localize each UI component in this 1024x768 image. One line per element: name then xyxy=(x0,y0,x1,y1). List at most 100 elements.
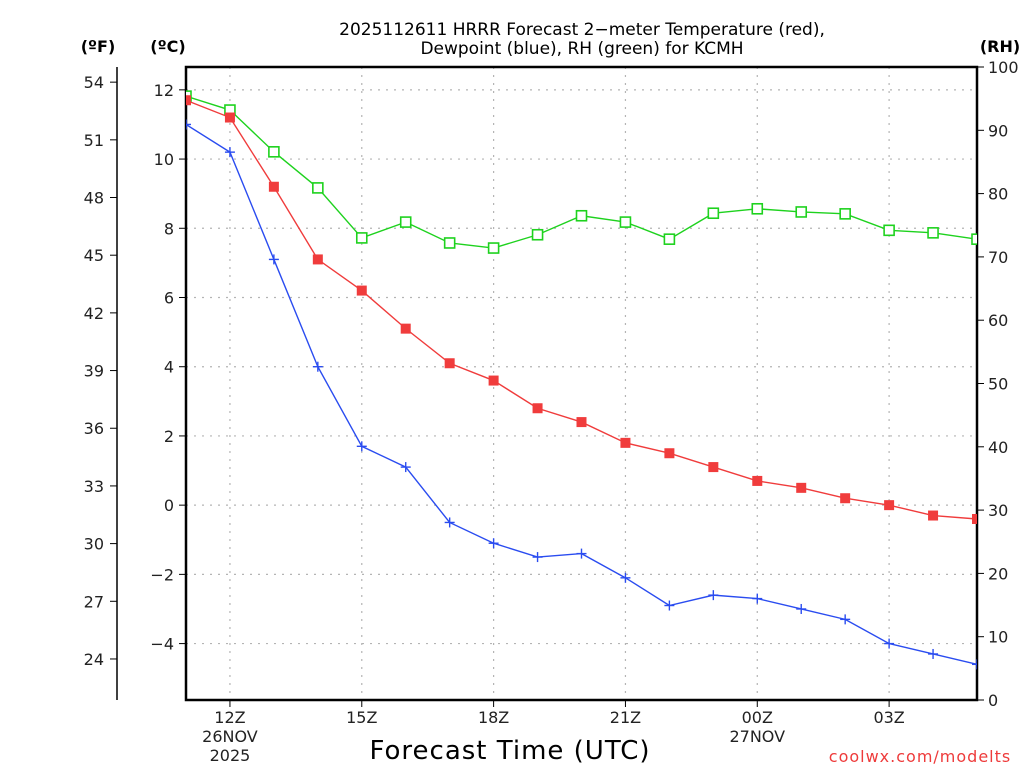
temperature-point xyxy=(576,417,587,428)
celsius-tick-label: 0 xyxy=(164,496,174,515)
fahrenheit-tick-label: 36 xyxy=(84,419,104,438)
temperature-point xyxy=(532,403,543,414)
dewpoint-point xyxy=(356,441,367,452)
rh-tick-label: 10 xyxy=(988,628,1008,647)
rh-line xyxy=(186,95,977,249)
rh-tick-label: 70 xyxy=(988,248,1008,267)
rh-point xyxy=(839,208,851,220)
x-tick-label: 21Z xyxy=(610,708,641,727)
rh-tick-label: 100 xyxy=(988,58,1019,77)
fahrenheit-tick-label: 42 xyxy=(84,304,104,323)
rh-point xyxy=(268,146,280,158)
x-tick-label: 12Z xyxy=(214,708,245,727)
temperature-point xyxy=(796,482,807,493)
rh-point xyxy=(883,224,895,237)
temperature-point xyxy=(708,462,719,473)
dewpoint-point xyxy=(312,361,323,372)
dewpoint-point xyxy=(664,600,675,611)
fahrenheit-tick-label: 33 xyxy=(84,477,104,496)
chart-title-line2: Dewpoint (blue), RH (green) for KCMH xyxy=(420,39,743,59)
rh-point xyxy=(312,182,324,194)
temperature-point xyxy=(928,510,939,521)
rh-point xyxy=(619,216,632,228)
dewpoint-point xyxy=(620,572,631,583)
temperature-point xyxy=(444,358,455,369)
credit-link[interactable]: coolwx.com/modelts xyxy=(829,747,1011,766)
temperature-point xyxy=(224,112,235,123)
temperature-point xyxy=(356,285,367,296)
dewpoint-point xyxy=(576,548,587,559)
temperature-point xyxy=(186,95,191,106)
dewpoint-point xyxy=(488,538,499,549)
dewpoint-point xyxy=(444,517,455,528)
fahrenheit-tick-label: 24 xyxy=(84,650,104,669)
rh-tick-label: 80 xyxy=(988,185,1008,204)
dewpoint-point xyxy=(796,603,807,614)
rh-tick-label: 0 xyxy=(988,691,998,710)
temperature-point xyxy=(488,375,499,386)
dewpoint-point xyxy=(928,648,939,659)
rh-tick-label: 50 xyxy=(988,375,1008,394)
dewpoint-point xyxy=(884,638,895,649)
x-tick-label: 18Z xyxy=(478,708,509,727)
rh-tick-label: 20 xyxy=(988,564,1008,583)
rh-point xyxy=(751,202,764,215)
celsius-tick-label: 6 xyxy=(164,288,174,307)
plot-frame xyxy=(184,65,979,702)
rh-point xyxy=(531,228,544,241)
rh-unit-label: (RH) xyxy=(980,37,1020,56)
rh-tick-label: 60 xyxy=(988,311,1008,330)
x-axis-title: Forecast Time (UTC) xyxy=(369,736,650,766)
x-tick-date-label: 27NOV xyxy=(729,727,785,746)
dewpoint-line xyxy=(186,123,977,666)
dewpoint-point xyxy=(400,462,411,473)
rh-tick-label: 30 xyxy=(988,501,1008,520)
temperature-point xyxy=(752,475,763,486)
temperature-point xyxy=(268,181,279,192)
fahrenheit-tick-label: 54 xyxy=(84,73,104,92)
x-tick-year-label: 2025 xyxy=(210,746,251,765)
fahrenheit-tick-label: 51 xyxy=(84,131,104,150)
axes: 121086420−2−4545148454239363330272410090… xyxy=(84,58,1019,765)
dewpoint-point xyxy=(972,659,977,670)
celsius-tick-label: 12 xyxy=(154,81,174,100)
dewpoint-point xyxy=(186,119,191,130)
x-tick-label: 00Z xyxy=(742,708,773,727)
x-tick-date-label: 26NOV xyxy=(202,727,258,746)
rh-point xyxy=(971,233,977,245)
chart-title-line1: 2025112611 HRRR Forecast 2−meter Tempera… xyxy=(339,20,825,40)
rh-point xyxy=(927,227,939,239)
celsius-tick-label: 10 xyxy=(154,150,174,169)
series-layer xyxy=(186,90,977,670)
temperature-point xyxy=(972,513,977,524)
fahrenheit-tick-label: 45 xyxy=(84,246,104,265)
dewpoint-point xyxy=(532,552,543,563)
fahrenheit-tick-label: 48 xyxy=(84,189,104,208)
dewpoint-point xyxy=(840,614,851,625)
rh-point xyxy=(399,216,412,228)
rh-tick-label: 90 xyxy=(988,121,1008,140)
temperature-point xyxy=(884,500,895,511)
celsius-tick-label: 8 xyxy=(164,219,174,238)
dewpoint-point xyxy=(752,593,763,604)
celsius-tick-label: −4 xyxy=(150,635,174,654)
series-group xyxy=(186,90,977,670)
rh-point xyxy=(575,209,588,222)
temperature-line xyxy=(186,99,977,520)
x-tick-label: 03Z xyxy=(873,708,904,727)
x-tick-label: 15Z xyxy=(346,708,377,727)
dewpoint-point xyxy=(224,147,235,158)
dewpoint-point xyxy=(708,590,719,601)
temperature-point xyxy=(400,323,411,334)
celsius-tick-label: −2 xyxy=(150,565,174,584)
fahrenheit-tick-label: 30 xyxy=(84,535,104,554)
fahrenheit-tick-label: 27 xyxy=(84,592,104,611)
rh-point xyxy=(443,237,456,249)
temperature-point xyxy=(840,493,851,504)
rh-point xyxy=(707,207,720,220)
fahrenheit-unit-label: (ºF) xyxy=(81,37,116,56)
rh-point xyxy=(795,206,808,218)
temperature-point xyxy=(664,448,675,459)
celsius-tick-label: 2 xyxy=(164,427,174,446)
